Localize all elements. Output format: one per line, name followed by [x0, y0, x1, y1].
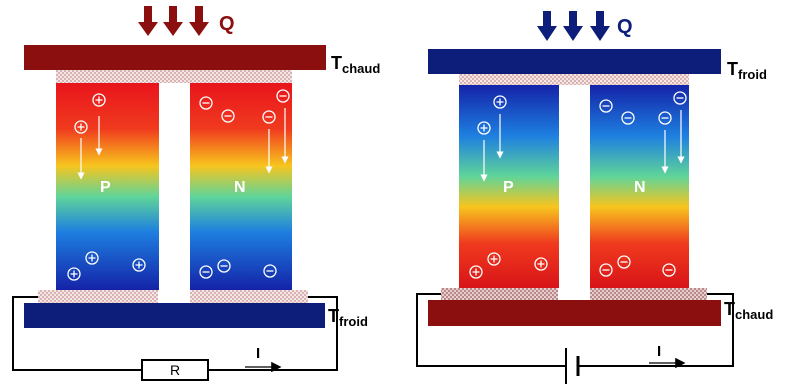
heat-arrow-icon [189, 6, 209, 36]
heat-arrow-icon [163, 6, 183, 36]
electron-icon [217, 259, 231, 273]
right-p-holes-top [477, 95, 507, 135]
electron-icon [199, 96, 213, 110]
hole-icon [487, 252, 501, 266]
right-cold-plate [428, 49, 721, 74]
electron-icon [658, 111, 672, 125]
hole-icon [469, 265, 483, 279]
right-heat-label: Q [617, 16, 633, 38]
hole-icon [85, 251, 99, 265]
electron-icon [673, 91, 687, 105]
left-bottom-connector-p [38, 290, 158, 303]
right-n-electrons-top [599, 91, 687, 125]
electron-icon [599, 263, 613, 277]
electron-icon [617, 255, 631, 269]
left-p-holes-bottom [67, 251, 146, 281]
left-p-holes-top [74, 93, 106, 134]
left-heat-label: Q [219, 13, 235, 35]
heat-arrow-icon [563, 11, 583, 41]
right-top-temp-label: Tfroid [727, 59, 767, 82]
right-circuit [416, 293, 734, 367]
resistor-label: R [170, 362, 180, 378]
left-module: Q Tchaud P N [12, 6, 380, 381]
electron-icon [262, 110, 276, 124]
right-p-holes-bottom [469, 252, 548, 279]
left-cold-plate [24, 303, 325, 328]
left-heat-arrows: Q [138, 6, 235, 36]
right-n-leg [590, 85, 689, 288]
left-n-electrons-top [199, 89, 290, 124]
left-p-label: P [100, 179, 111, 196]
right-n-arrows [661, 110, 685, 174]
battery-icon [565, 348, 580, 384]
left-current-label: I [256, 345, 260, 362]
resistor-icon [141, 359, 209, 381]
electron-icon [276, 89, 290, 103]
hole-icon [477, 121, 491, 135]
electron-icon [599, 99, 613, 113]
left-top-temp-label: Tchaud [331, 53, 380, 76]
left-top-connector [56, 70, 292, 83]
right-top-connector [459, 74, 689, 85]
electron-icon [221, 109, 235, 123]
right-bottom-temp-label: Tchaud [724, 299, 773, 322]
electron-icon [263, 264, 277, 278]
left-hot-plate [24, 45, 326, 70]
right-p-label: P [503, 179, 514, 196]
right-heat-arrows: Q [537, 11, 633, 41]
hole-icon [67, 267, 81, 281]
hole-icon [74, 120, 88, 134]
hole-icon [92, 93, 106, 107]
right-current-label: I [657, 343, 661, 360]
right-bottom-connector-n [590, 288, 707, 300]
right-hot-plate [428, 300, 721, 326]
heat-arrow-icon [590, 11, 610, 41]
hole-icon [493, 95, 507, 109]
electron-icon [662, 263, 676, 277]
electron-icon [621, 111, 635, 125]
right-module: Q Tfroid P N [416, 11, 773, 384]
left-n-arrows [265, 108, 289, 174]
left-n-label: N [234, 179, 246, 196]
heat-arrow-icon [537, 11, 557, 41]
heat-arrow-icon [138, 6, 158, 36]
right-bottom-connector-p [441, 288, 558, 300]
left-bottom-connector-n [190, 290, 308, 303]
right-p-leg [459, 85, 559, 288]
left-p-arrows [77, 116, 103, 180]
right-p-arrows [480, 114, 504, 182]
left-n-electrons-bottom [199, 259, 277, 279]
right-n-electrons-bottom [599, 255, 676, 277]
electron-icon [199, 265, 213, 279]
hole-icon [132, 258, 146, 272]
left-p-leg [56, 83, 159, 290]
right-n-label: N [634, 179, 646, 196]
hole-icon [534, 257, 548, 271]
left-bottom-temp-label: Tfroid [328, 306, 368, 329]
